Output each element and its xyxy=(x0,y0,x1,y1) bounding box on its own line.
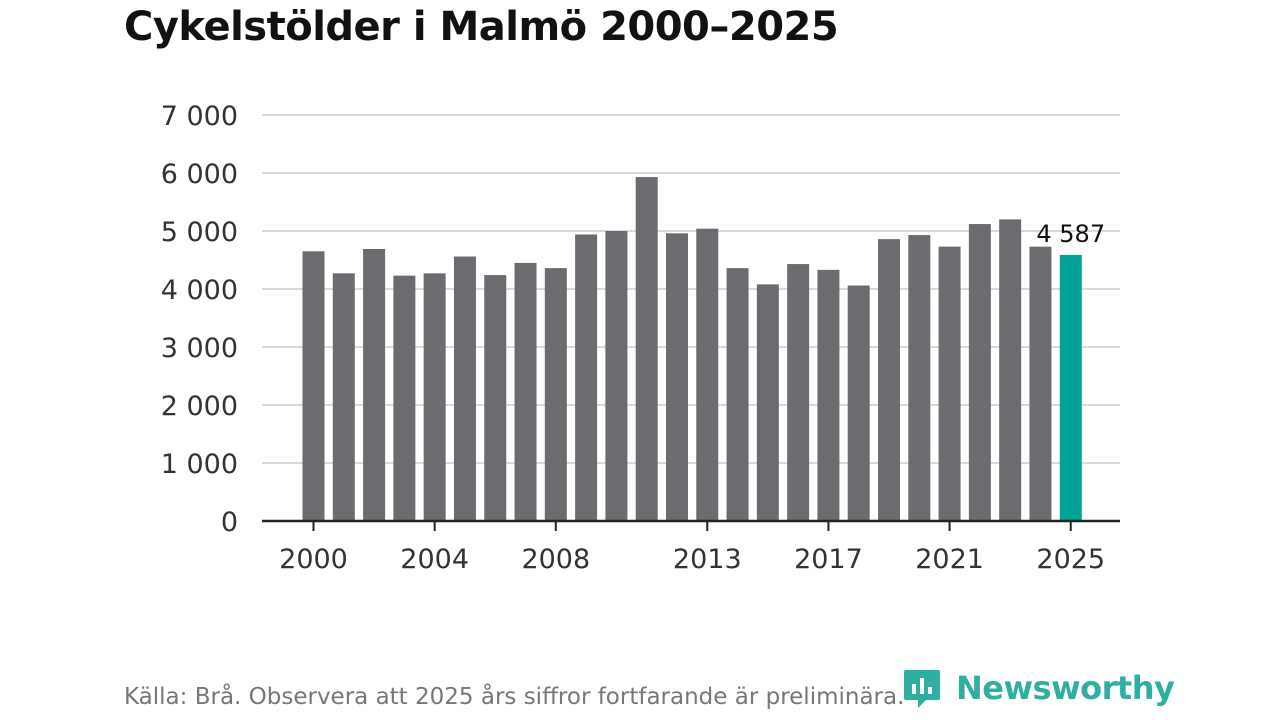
x-axis: 2000 2004 2008 2013 2017 2021 2025 xyxy=(262,519,1120,575)
bar-2021 xyxy=(938,246,961,521)
bar-2011 xyxy=(635,177,658,521)
bar-2016 xyxy=(787,264,810,521)
x-tick-label: 2008 xyxy=(521,544,590,575)
y-tick-label: 7 000 xyxy=(161,101,238,132)
bar-2012 xyxy=(665,233,688,521)
bar-2014 xyxy=(726,268,749,521)
y-tick-label: 5 000 xyxy=(161,217,238,248)
source-note: Källa: Brå. Observera att 2025 års siffr… xyxy=(124,684,905,710)
bar-2001 xyxy=(332,273,355,521)
bar-2025 xyxy=(1059,254,1082,522)
x-tick-label: 2013 xyxy=(673,544,742,575)
y-tick-label: 0 xyxy=(221,507,238,538)
bar-2019 xyxy=(878,239,901,521)
bar-2006 xyxy=(484,275,507,521)
x-tick-label: 2021 xyxy=(915,544,984,575)
bar-2018 xyxy=(847,285,870,521)
bar-2013 xyxy=(696,228,719,521)
bar-2004 xyxy=(423,273,446,521)
y-tick-label: 3 000 xyxy=(161,333,238,364)
bar-2008 xyxy=(544,268,567,521)
bar-2017 xyxy=(817,269,840,521)
x-tick-label: 2025 xyxy=(1036,544,1105,575)
x-tick-label: 2000 xyxy=(279,544,348,575)
x-tick-label: 2017 xyxy=(794,544,863,575)
bar-2000 xyxy=(302,251,325,522)
bar-2002 xyxy=(363,248,386,522)
bar-2009 xyxy=(575,234,598,522)
y-tick-label: 6 000 xyxy=(161,159,238,190)
brand-name: Newsworthy xyxy=(956,669,1175,707)
x-tick-label: 2004 xyxy=(400,544,469,575)
bars: 4 587 xyxy=(302,177,1105,522)
bar-2015 xyxy=(756,284,779,521)
newsworthy-logo-icon xyxy=(904,670,940,708)
brand-logo: Newsworthy xyxy=(902,668,1175,708)
y-tick-label: 1 000 xyxy=(161,449,238,480)
bar-2022 xyxy=(968,224,991,522)
chart-title: Cykelstölder i Malmö 2000–2025 xyxy=(124,4,839,50)
y-tick-label: 2 000 xyxy=(161,391,238,422)
bar-2003 xyxy=(393,275,416,521)
y-axis-labels: 0 1 000 2 000 3 000 4 000 5 000 6 000 7 000 xyxy=(161,101,238,538)
bar-2010 xyxy=(605,231,628,521)
bar-2023 xyxy=(999,219,1022,521)
gridlines xyxy=(262,114,1120,464)
bar-2024 xyxy=(1029,246,1052,521)
data-label-2025: 4 587 xyxy=(1036,220,1105,248)
bar-2005 xyxy=(453,256,476,521)
y-tick-label: 4 000 xyxy=(161,275,238,306)
bar-2007 xyxy=(514,262,537,521)
bar-2020 xyxy=(908,235,931,521)
